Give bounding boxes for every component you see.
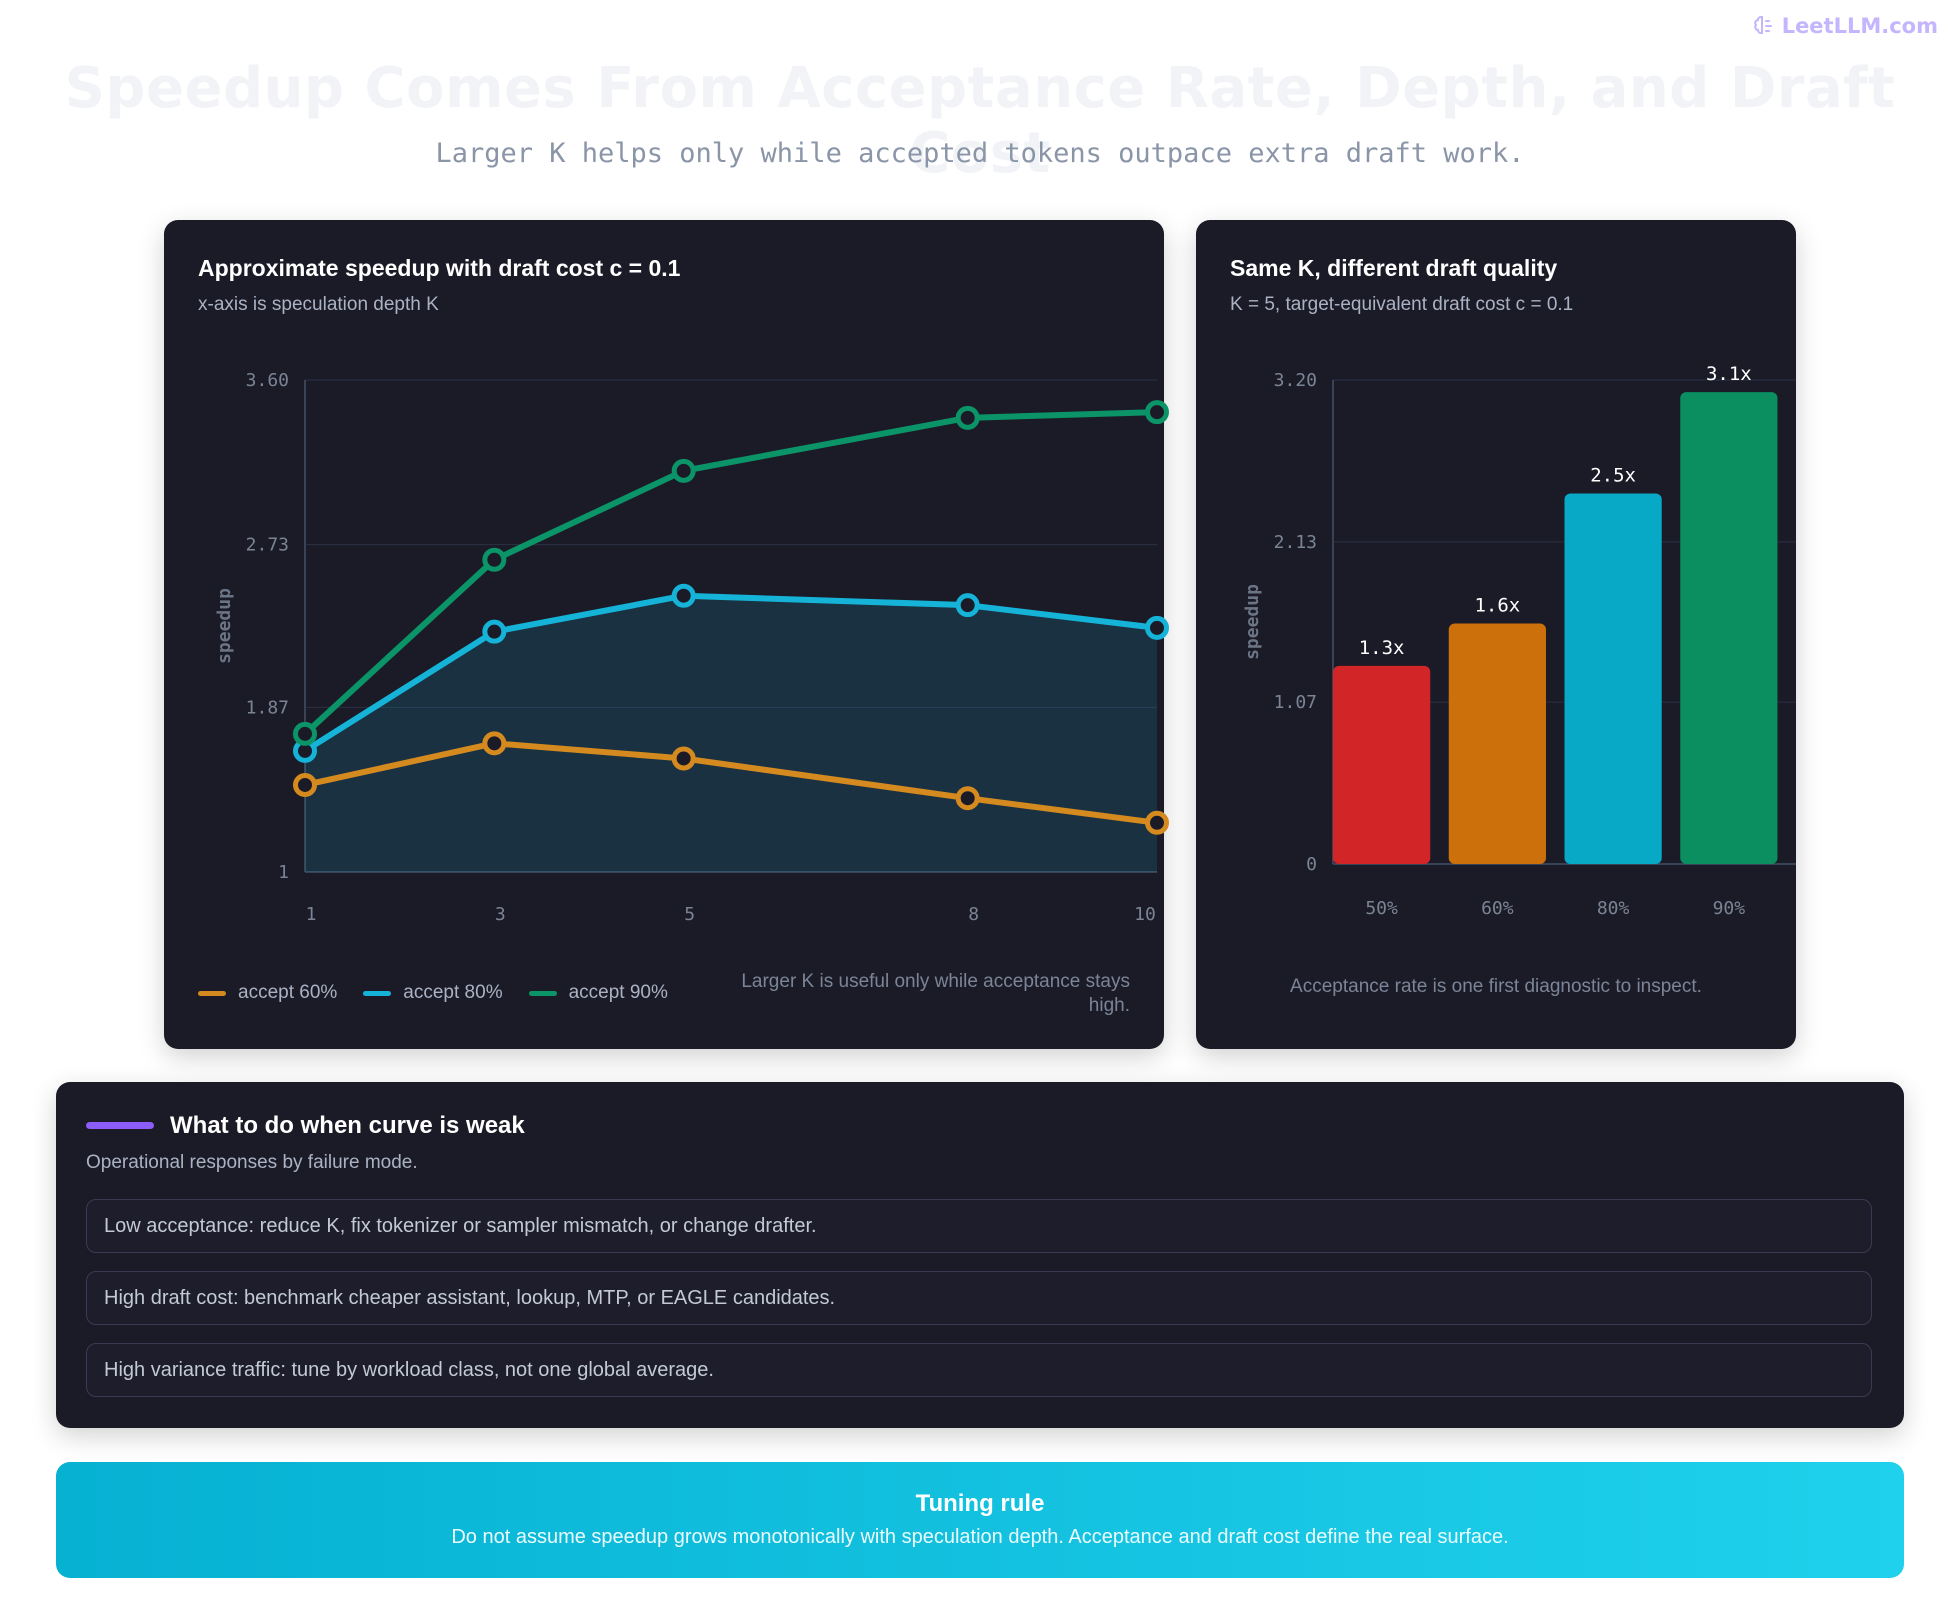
data-point bbox=[955, 593, 980, 618]
data-point bbox=[955, 786, 980, 811]
x-tick-label: 10 bbox=[1134, 904, 1156, 925]
data-point bbox=[1145, 400, 1169, 425]
y-tick-label: 0 bbox=[1306, 854, 1317, 875]
failure-mode-item: High variance traffic: tune by workload … bbox=[86, 1343, 1872, 1397]
x-tick-label: 8 bbox=[968, 904, 979, 925]
bar-chart-card: Same K, different draft quality K = 5, t… bbox=[1196, 220, 1796, 1049]
legend-label: accept 60% bbox=[238, 982, 338, 1003]
data-point bbox=[671, 583, 696, 608]
legend-item: accept 60% bbox=[198, 982, 337, 1004]
failure-mode-item: Low acceptance: reduce K, fix tokenizer … bbox=[86, 1199, 1872, 1253]
bar-chart-note: Acceptance rate is one first diagnostic … bbox=[1290, 976, 1702, 997]
data-point bbox=[1145, 615, 1169, 640]
y-tick-label: 1 bbox=[278, 862, 289, 883]
data-point bbox=[955, 405, 980, 430]
data-point bbox=[671, 458, 696, 483]
x-tick-label: 80% bbox=[1597, 898, 1630, 919]
x-tick-label: 50% bbox=[1365, 898, 1398, 919]
data-point bbox=[482, 731, 507, 756]
line-chart-subtitle: x-axis is speculation depth K bbox=[198, 294, 439, 315]
weak-curve-section: What to do when curve is weak Operationa… bbox=[56, 1082, 1904, 1428]
weak-section-subtitle: Operational responses by failure mode. bbox=[86, 1152, 418, 1173]
data-point bbox=[1145, 810, 1169, 835]
tuning-rule-title: Tuning rule bbox=[915, 1490, 1045, 1517]
bar-data-label: 3.1x bbox=[1706, 363, 1752, 385]
bar-chart-title: Same K, different draft quality bbox=[1230, 255, 1558, 281]
x-tick-label: 5 bbox=[684, 904, 695, 925]
line-chart-title: Approximate speedup with draft cost c = … bbox=[198, 255, 681, 281]
tuning-rule-text: Do not assume speedup grows monotonicall… bbox=[451, 1526, 1509, 1548]
y-tick-label: 3.20 bbox=[1274, 370, 1317, 391]
data-point bbox=[482, 547, 507, 572]
legend-item: accept 80% bbox=[363, 982, 503, 1004]
bar-data-label: 1.6x bbox=[1474, 595, 1520, 617]
x-tick-label: 1 bbox=[306, 904, 317, 925]
brand-name: LeetLLM.com bbox=[1781, 14, 1938, 38]
x-tick-label: 3 bbox=[495, 904, 506, 925]
weak-section-title: What to do when curve is weak bbox=[170, 1112, 525, 1139]
bar-data-label: 2.5x bbox=[1590, 464, 1636, 486]
legend-swatch bbox=[198, 990, 226, 996]
bar bbox=[1448, 623, 1546, 864]
bar-chart: 0 1.07 2.13 3.20 speedup 1.3x 50% 1.6x 60% 2.5x 80… bbox=[1242, 363, 1796, 919]
failure-mode-item: High draft cost: benchmark cheaper assis… bbox=[86, 1271, 1872, 1325]
bar-chart-subtitle: K = 5, target-equivalent draft cost c = … bbox=[1230, 294, 1574, 315]
section-accent-bar bbox=[86, 1122, 154, 1129]
legend-swatch bbox=[528, 990, 557, 996]
data-point bbox=[671, 746, 696, 771]
line-chart-card: Approximate speedup with draft cost c = … bbox=[164, 220, 1169, 1049]
y-tick-label: 3.60 bbox=[246, 370, 289, 391]
x-tick-label: 60% bbox=[1481, 898, 1514, 919]
series-area bbox=[305, 595, 1157, 872]
page-title: Speedup Comes From Acceptance Rate, Dept… bbox=[64, 56, 1896, 186]
legend-swatch bbox=[363, 990, 392, 996]
legend-item: accept 90% bbox=[528, 982, 668, 1004]
y-tick-label: 1.07 bbox=[1274, 692, 1317, 713]
page-subtitle: Larger K helps only while accepted token… bbox=[435, 138, 1525, 169]
bar bbox=[1333, 665, 1431, 864]
bar bbox=[1564, 493, 1662, 864]
y-axis-label: speedup bbox=[1242, 584, 1263, 660]
y-tick-label: 2.13 bbox=[1274, 532, 1317, 553]
bar-data-label: 1.3x bbox=[1359, 637, 1405, 659]
bar bbox=[1680, 392, 1778, 864]
y-axis-label: speedup bbox=[214, 588, 235, 664]
brain-icon bbox=[1753, 16, 1772, 34]
data-point bbox=[293, 721, 317, 746]
line-chart-note: Larger K is useful only while acceptance… bbox=[741, 971, 1130, 1016]
x-tick-label: 90% bbox=[1713, 898, 1746, 919]
legend-label: accept 90% bbox=[568, 982, 668, 1003]
data-point bbox=[482, 619, 507, 644]
tuning-rule-banner: Tuning rule Do not assume speedup grows … bbox=[56, 1462, 1904, 1578]
data-point bbox=[293, 772, 317, 797]
y-tick-label: 1.87 bbox=[246, 697, 289, 718]
y-tick-label: 2.73 bbox=[246, 535, 289, 556]
brand-logo[interactable]: LeetLLM.com bbox=[1752, 14, 1938, 38]
line-chart: 1 1.87 2.73 3.60 1 3 5 8 10 speedup bbox=[214, 370, 1169, 925]
line-chart-legend: accept 60% accept 80% accept 90% bbox=[198, 982, 668, 1004]
legend-label: accept 80% bbox=[403, 982, 503, 1003]
